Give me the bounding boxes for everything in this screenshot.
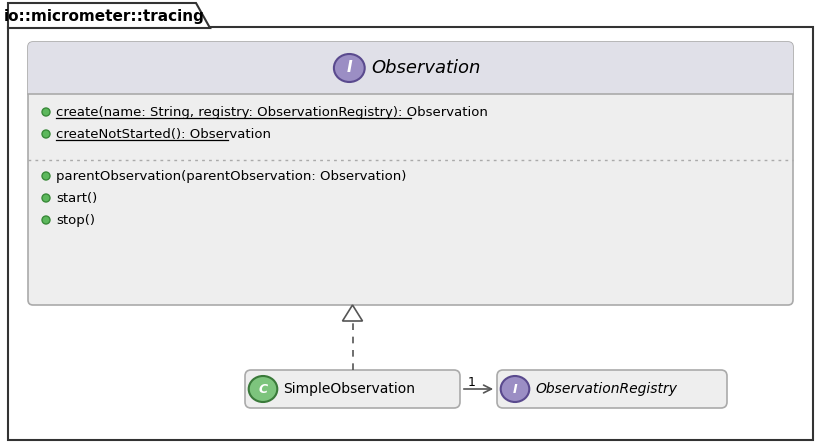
Text: parentObservation(parentObservation: Observation): parentObservation(parentObservation: Obs… — [56, 170, 406, 182]
Ellipse shape — [334, 54, 365, 82]
Circle shape — [42, 216, 50, 224]
Text: C: C — [259, 382, 268, 396]
Text: create(name: String, registry: ObservationRegistry): Observation: create(name: String, registry: Observati… — [56, 106, 488, 119]
FancyBboxPatch shape — [497, 370, 727, 408]
Text: ObservationRegistry: ObservationRegistry — [535, 382, 677, 396]
Bar — [28, 86, 793, 94]
Ellipse shape — [501, 376, 530, 402]
Circle shape — [42, 108, 50, 116]
Text: 1: 1 — [468, 376, 476, 388]
Polygon shape — [8, 3, 210, 28]
FancyBboxPatch shape — [28, 42, 793, 305]
Text: SimpleObservation: SimpleObservation — [283, 382, 415, 396]
Circle shape — [42, 130, 50, 138]
Text: Observation: Observation — [371, 59, 480, 77]
Ellipse shape — [249, 376, 277, 402]
Circle shape — [42, 194, 50, 202]
Text: createNotStarted(): Observation: createNotStarted(): Observation — [56, 127, 271, 140]
Text: I: I — [512, 382, 517, 396]
Text: I: I — [346, 60, 352, 75]
Text: stop(): stop() — [56, 214, 95, 226]
Text: start(): start() — [56, 191, 97, 205]
FancyBboxPatch shape — [245, 370, 460, 408]
Circle shape — [42, 172, 50, 180]
Text: io::micrometer::tracing: io::micrometer::tracing — [3, 9, 204, 24]
FancyBboxPatch shape — [28, 42, 793, 94]
Polygon shape — [8, 27, 813, 440]
Polygon shape — [342, 305, 363, 321]
